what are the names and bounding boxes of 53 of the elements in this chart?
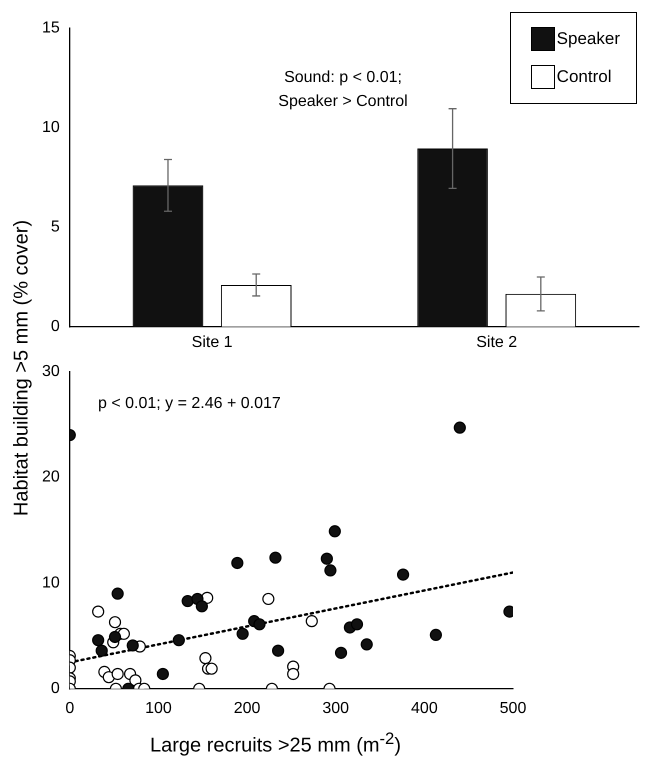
y-tick-label: 20 — [42, 468, 60, 486]
point — [306, 615, 318, 628]
x-tick-label: 500 — [500, 700, 526, 717]
legend-label: Speaker — [556, 29, 620, 49]
point — [253, 618, 266, 630]
y-axis-title: Habitat building >5 mm (% cover) — [10, 220, 34, 516]
point — [430, 628, 442, 641]
point — [287, 668, 300, 680]
point — [182, 594, 194, 608]
x-tick-label: 400 — [411, 700, 438, 717]
point — [112, 668, 124, 680]
x-tick-label: Site 2 — [476, 334, 518, 351]
point — [324, 564, 336, 576]
y-tick-label: 10 — [42, 119, 60, 136]
point — [126, 639, 139, 652]
point — [196, 600, 208, 612]
point — [262, 592, 274, 606]
annotation: Sound: p < 0.01; Speaker > Control — [277, 68, 409, 112]
y-tick-label: 10 — [42, 574, 60, 592]
text: Control — [556, 67, 612, 87]
point — [172, 634, 185, 646]
y-tick-label: 0 — [50, 680, 60, 698]
x-tick-label: 0 — [65, 700, 74, 717]
x-tick-label: 300 — [322, 700, 350, 717]
x-tick-label: 200 — [234, 700, 261, 717]
point — [350, 618, 364, 630]
point — [108, 616, 122, 628]
point — [334, 646, 348, 659]
point — [272, 644, 284, 657]
x-axis-title: Large recruits >25 mm (m$^{-2}$) — [149, 729, 402, 758]
point — [454, 422, 466, 434]
point — [231, 556, 244, 570]
point — [396, 568, 410, 581]
point — [328, 525, 341, 538]
point — [360, 638, 373, 650]
y-tick-label: 5 — [50, 218, 60, 236]
x-tick-label: 100 — [145, 700, 172, 717]
point — [199, 652, 212, 664]
point — [112, 588, 124, 600]
point — [156, 668, 169, 680]
point — [320, 552, 333, 565]
point — [236, 628, 249, 640]
point — [92, 634, 104, 646]
point — [206, 662, 218, 675]
y-tick-label: 30 — [42, 363, 60, 380]
annotation: p < 0.01; y = 2.46 + 0.017 — [98, 394, 281, 414]
point — [92, 606, 104, 618]
point — [96, 644, 108, 657]
y-tick-label: 15 — [42, 19, 60, 36]
x-tick-label: Site 1 — [192, 334, 233, 351]
y-tick-label: 0 — [50, 318, 60, 336]
point — [269, 552, 282, 564]
point — [108, 630, 122, 644]
